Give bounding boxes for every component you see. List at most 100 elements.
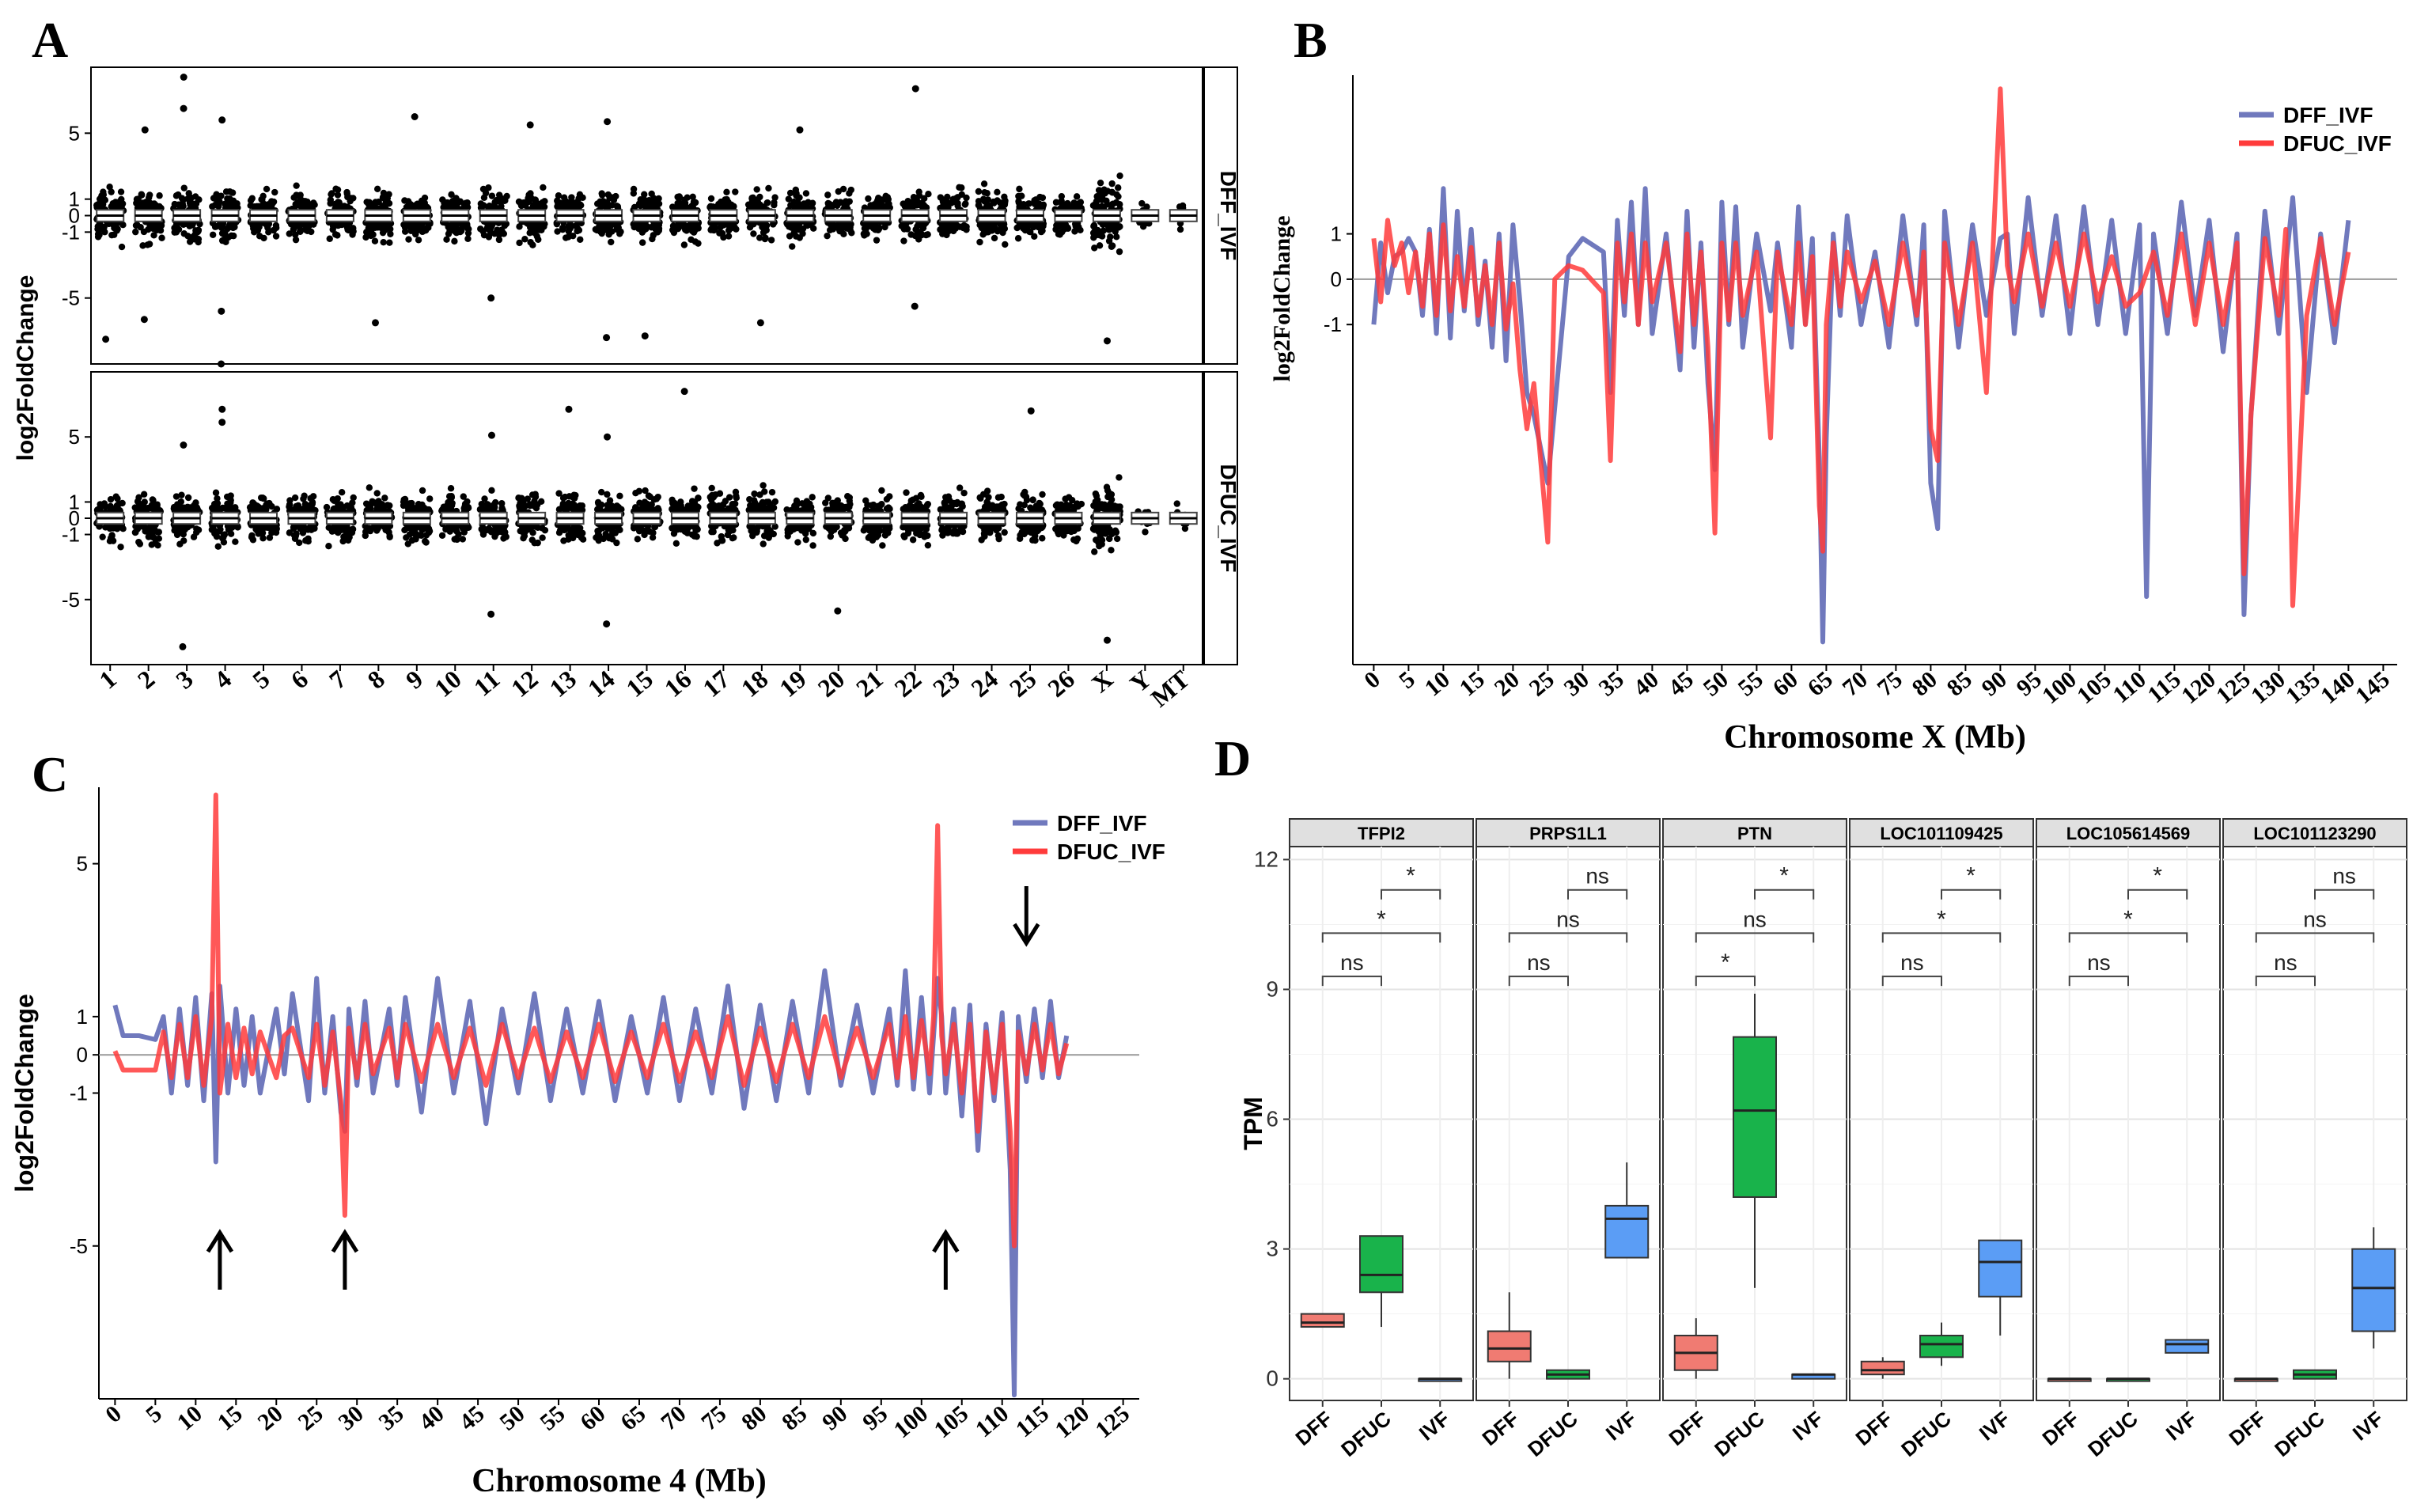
data-point	[150, 506, 158, 513]
significance-label: ns	[1585, 864, 1609, 889]
data-point	[729, 501, 737, 508]
data-point	[178, 491, 185, 498]
data-point	[227, 499, 234, 506]
data-point	[1014, 235, 1022, 242]
data-point	[119, 222, 127, 229]
data-point	[648, 190, 655, 198]
x-tick-label: 40	[414, 1400, 449, 1436]
y-axis-label: TPM	[1239, 1097, 1267, 1150]
significance-label: ns	[1556, 907, 1580, 931]
data-point	[225, 202, 232, 210]
data-point	[520, 200, 527, 208]
data-point	[1179, 202, 1187, 210]
data-point	[593, 226, 600, 234]
data-point	[784, 529, 792, 536]
data-point	[960, 223, 968, 231]
y-tick-label: 1	[69, 490, 80, 513]
data-point	[1065, 494, 1073, 501]
significance-label: ns	[1340, 950, 1364, 975]
x-tick-label: 25	[1525, 666, 1559, 702]
data-point	[1023, 224, 1031, 231]
data-point	[1094, 496, 1101, 504]
data-point	[401, 228, 409, 235]
data-point	[99, 201, 107, 208]
data-point	[94, 230, 102, 238]
data-point	[1058, 192, 1066, 200]
data-point	[1036, 500, 1044, 508]
data-point	[379, 194, 387, 202]
x-tick-label: 1	[93, 665, 121, 695]
data-point	[901, 533, 908, 540]
data-point	[526, 229, 533, 237]
data-point	[485, 184, 492, 191]
data-point	[452, 228, 459, 236]
data-point	[900, 225, 908, 233]
data-point	[839, 185, 847, 193]
y-tick-label: 3	[1266, 1237, 1278, 1261]
facet-strip	[1289, 818, 1474, 847]
data-point	[555, 490, 563, 497]
data-point	[157, 222, 165, 229]
data-point	[833, 202, 841, 210]
outlier-point	[411, 113, 419, 120]
data-point	[325, 542, 332, 550]
data-point	[994, 188, 1001, 196]
data-point	[869, 532, 877, 540]
data-point	[688, 236, 695, 244]
data-point	[106, 184, 113, 191]
data-point	[1104, 188, 1112, 195]
y-tick-label: 1	[77, 1005, 88, 1029]
y-axis-label: log2FoldChange	[10, 994, 39, 1192]
data-point	[381, 495, 388, 502]
significance-bracket	[1695, 932, 1815, 943]
data-point	[809, 494, 816, 501]
data-point	[783, 506, 790, 513]
significance-label: *	[1966, 863, 1975, 889]
x-tick-label: 85	[777, 1400, 812, 1436]
outlier-point	[641, 332, 649, 340]
data-point	[1097, 504, 1104, 512]
data-point	[559, 500, 567, 507]
data-point	[226, 222, 233, 229]
data-point	[1142, 529, 1149, 536]
data-point	[487, 506, 495, 513]
data-point	[1070, 199, 1078, 207]
y-axis-label: log2FoldChange	[13, 275, 39, 461]
x-tick-label: 50	[494, 1400, 529, 1436]
x-tick-label: 75	[1873, 666, 1907, 702]
data-point	[1039, 535, 1046, 542]
data-point	[768, 488, 776, 496]
panel-label-b: B	[1294, 12, 1328, 68]
data-point	[96, 220, 103, 228]
data-point	[948, 199, 955, 207]
data-point	[1055, 523, 1062, 530]
x-tick-label: 60	[575, 1400, 610, 1436]
data-point	[921, 195, 928, 202]
data-point	[180, 184, 188, 191]
data-point	[613, 539, 620, 547]
data-point	[465, 225, 472, 233]
x-tick-label: 7	[324, 665, 351, 695]
data-point	[184, 494, 192, 502]
data-point	[1096, 242, 1104, 249]
data-point	[809, 542, 816, 549]
data-point	[695, 495, 702, 502]
x-tick-label: 65	[1803, 666, 1838, 702]
data-point	[303, 202, 311, 210]
x-tick-label: 45	[454, 1400, 489, 1436]
data-point	[729, 534, 737, 542]
data-point	[847, 223, 854, 231]
outlier-point	[604, 433, 612, 441]
data-point	[570, 502, 578, 510]
y-tick-label: 0	[1266, 1366, 1278, 1391]
data-point	[604, 491, 611, 498]
series-line-dfuc_ivf	[1371, 86, 2351, 608]
outlier-point	[756, 319, 764, 327]
x-tick-label: 10	[172, 1400, 207, 1436]
data-point	[837, 502, 845, 510]
data-point	[944, 193, 951, 201]
box	[1300, 1313, 1345, 1328]
data-point	[260, 495, 267, 502]
data-point	[756, 193, 763, 201]
data-point	[748, 532, 756, 540]
